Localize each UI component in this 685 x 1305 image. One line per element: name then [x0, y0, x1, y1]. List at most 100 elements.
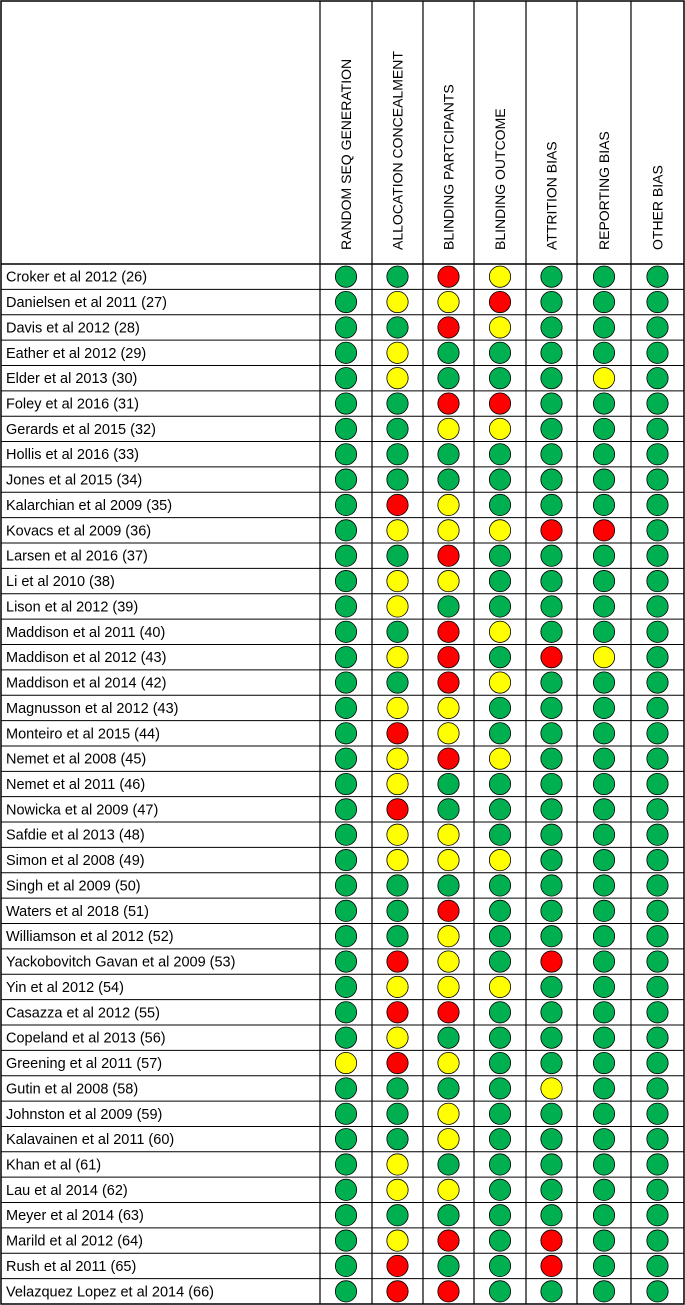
rating-dot	[386, 798, 409, 821]
rating-dot	[540, 1178, 563, 1201]
rating-dot	[386, 1077, 409, 1100]
rating-dot	[540, 544, 563, 567]
study-label: Eather et al 2012 (29)	[6, 346, 146, 362]
rating-dot	[540, 290, 563, 314]
rating-dot	[488, 1280, 512, 1303]
rating-dot	[646, 544, 669, 567]
rating-dot	[540, 975, 563, 998]
rating-dot	[334, 595, 358, 618]
rating-dot	[386, 1001, 409, 1024]
rating-dot	[386, 443, 409, 466]
rating-dot	[437, 874, 460, 897]
rating-dot	[488, 468, 512, 491]
rating-dot	[437, 823, 460, 846]
rating-dot	[437, 1026, 460, 1049]
rating-dot	[488, 823, 512, 846]
rating-dot	[646, 468, 669, 491]
rating-dot	[334, 290, 358, 314]
rating-dot	[646, 646, 669, 669]
rating-dot	[540, 316, 563, 339]
rating-dot	[592, 747, 616, 770]
column-header: OTHER BIAS	[650, 165, 666, 250]
column-header: ALLOCATION CONCEALMENT	[390, 51, 406, 250]
rating-dot	[646, 1178, 669, 1201]
rating-dot	[386, 772, 409, 796]
rating-dot	[540, 519, 563, 542]
rating-dot	[386, 1204, 409, 1227]
rating-dot	[646, 925, 669, 948]
rating-dot	[386, 1178, 409, 1201]
rating-dot	[592, 1102, 616, 1125]
rating-dot	[334, 1051, 358, 1075]
rating-dot	[437, 1204, 460, 1227]
rating-dot	[488, 367, 512, 390]
rating-dot	[488, 1001, 512, 1024]
rating-dot	[540, 443, 563, 466]
rating-dot	[334, 316, 358, 339]
rating-dot	[437, 265, 460, 288]
rating-dot	[488, 570, 512, 593]
rating-dot	[334, 493, 358, 517]
rating-dot	[437, 392, 460, 415]
rating-dot	[488, 1153, 512, 1176]
rating-dot	[592, 519, 616, 542]
study-label: Nemet et al 2011 (46)	[6, 777, 145, 793]
rating-dot	[386, 341, 409, 364]
rating-dot	[334, 341, 358, 364]
rating-dot	[437, 595, 460, 618]
rating-dot	[646, 392, 669, 415]
rating-dot	[334, 1077, 358, 1100]
rating-dot	[386, 646, 409, 669]
rating-dot	[437, 1128, 460, 1151]
rating-dot	[437, 468, 460, 491]
rating-dot	[334, 265, 358, 288]
rating-dot	[540, 620, 563, 643]
rating-dot	[592, 874, 616, 897]
rating-dot	[437, 1001, 460, 1024]
rating-dot	[592, 1026, 616, 1049]
rating-dot	[592, 798, 616, 821]
rating-dot	[592, 1204, 616, 1227]
rating-dot	[488, 772, 512, 796]
rating-dot	[334, 1001, 358, 1024]
study-label: Johnston et al 2009 (59)	[6, 1107, 162, 1123]
rating-dot	[437, 1178, 460, 1201]
rating-dot	[437, 950, 460, 973]
rating-dot	[646, 1254, 669, 1278]
rating-dot	[646, 443, 669, 466]
rating-dot	[540, 874, 563, 897]
rating-dot	[540, 265, 563, 288]
study-label: Nemet et al 2008 (45)	[6, 752, 146, 768]
rating-dot	[488, 671, 512, 694]
rating-dot	[646, 849, 669, 872]
rating-dot	[540, 392, 563, 415]
rating-dot	[592, 1051, 616, 1075]
column-header: ATTRITION BIAS	[544, 141, 560, 250]
rating-dot	[646, 1026, 669, 1049]
study-label: Jones et al 2015 (34)	[6, 473, 142, 489]
rating-dot	[540, 341, 563, 364]
study-label: Rush et al 2011 (65)	[6, 1259, 136, 1275]
rating-dot	[592, 1128, 616, 1151]
rating-dot	[386, 493, 409, 517]
rating-dot	[540, 1229, 563, 1252]
rating-dot	[540, 671, 563, 694]
rating-dot	[488, 1254, 512, 1278]
rating-dot	[646, 367, 669, 390]
rating-dot	[592, 1280, 616, 1303]
rating-dot	[386, 899, 409, 922]
study-label: Kalarchian et al 2009 (35)	[6, 498, 172, 514]
rating-dot	[334, 849, 358, 872]
rating-dot	[646, 1051, 669, 1075]
rating-dot	[646, 570, 669, 593]
rating-dot	[488, 925, 512, 948]
rating-dot	[646, 1229, 669, 1252]
study-label: Magnusson et al 2012 (43)	[6, 701, 179, 717]
rating-dot	[488, 696, 512, 719]
rating-dot	[592, 493, 616, 517]
rating-dot	[386, 392, 409, 415]
rating-dot	[540, 1102, 563, 1125]
rating-dot	[386, 849, 409, 872]
rating-dot	[334, 1102, 358, 1125]
